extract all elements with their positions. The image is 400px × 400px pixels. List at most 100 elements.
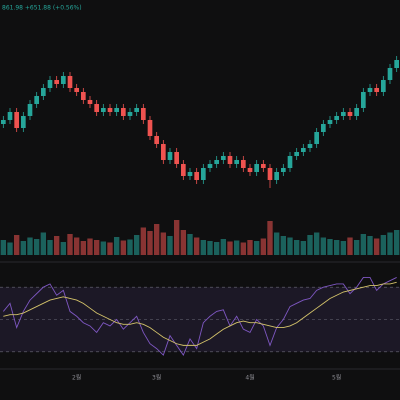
candle-body — [207, 164, 213, 168]
candle-body — [267, 168, 273, 180]
volume-bar — [367, 236, 373, 255]
volume-bar — [387, 232, 393, 255]
volume-bar — [287, 237, 293, 255]
candle-body — [27, 104, 33, 116]
volume-bar — [60, 242, 66, 255]
candle-body — [1, 120, 6, 124]
volume-bar — [314, 232, 320, 255]
volume-bar — [0, 240, 7, 255]
candle-body — [294, 152, 299, 156]
x-tick-label: 5월 — [332, 374, 341, 382]
volume-bar — [40, 232, 46, 255]
candle-body — [241, 160, 246, 168]
volume-bar — [207, 241, 213, 255]
volume-bar — [174, 220, 180, 255]
candle-body — [381, 80, 386, 92]
volume-bar — [374, 238, 380, 255]
candle-body — [354, 108, 359, 116]
candle-body — [341, 112, 346, 116]
candle-body — [274, 172, 279, 180]
volume-bar — [194, 237, 200, 255]
candle-body — [107, 108, 113, 112]
volume-bar — [140, 227, 146, 255]
volume-bar — [274, 232, 280, 255]
volume-bar — [127, 239, 133, 255]
volume-bar — [167, 236, 173, 255]
candle-body — [374, 88, 379, 92]
volume-bar — [267, 221, 273, 255]
volume-bar — [340, 241, 346, 255]
candle-body — [121, 108, 126, 116]
candle-body — [187, 172, 193, 176]
volume-bar — [300, 241, 306, 255]
volume-bar — [74, 237, 80, 255]
candle-body — [367, 88, 373, 92]
volume-bar — [394, 230, 400, 255]
candle-body — [47, 80, 53, 88]
candle-body — [81, 92, 86, 100]
volume-bar — [380, 235, 386, 255]
candle-body — [261, 164, 266, 168]
candle-body — [14, 112, 19, 128]
candle-body — [161, 144, 166, 160]
price-header: 861.98 +651.88 (+0.56%) — [2, 5, 82, 12]
volume-bar — [260, 238, 266, 255]
candle-body — [347, 112, 353, 116]
candle-body — [54, 80, 59, 84]
volume-bar — [94, 240, 100, 255]
volume-bar — [54, 236, 60, 255]
candle-body — [101, 108, 106, 112]
candle-body — [281, 168, 286, 172]
volume-bar — [334, 240, 340, 255]
volume-bar — [347, 237, 353, 255]
volume-bar — [154, 224, 160, 255]
candle-body — [141, 108, 146, 120]
candle-body — [147, 120, 153, 136]
volume-bar — [307, 235, 313, 255]
volume-bar — [67, 234, 73, 255]
candle-body — [134, 108, 139, 112]
candle-body — [287, 156, 293, 168]
candle-body — [321, 124, 326, 132]
volume-bar — [134, 235, 140, 255]
volume-bar — [47, 240, 53, 255]
rsi-ma-line — [3, 281, 397, 346]
candle-body — [87, 100, 93, 104]
x-tick-label: 2월 — [72, 374, 81, 382]
volume-bar — [240, 242, 246, 255]
volume-bar — [200, 240, 206, 255]
candle-body — [61, 76, 66, 84]
candle-body — [94, 104, 99, 112]
candle-body — [127, 112, 133, 116]
candle-body — [227, 156, 233, 164]
volume-bar — [14, 235, 20, 255]
candle-body — [394, 60, 399, 68]
candle-body — [7, 112, 13, 120]
candle-body — [34, 96, 39, 104]
candle-body — [334, 116, 339, 120]
x-tick-label: 4월 — [245, 374, 254, 382]
candle-body — [221, 156, 226, 160]
volume-bar — [100, 241, 106, 255]
x-tick-label: 3월 — [152, 374, 161, 382]
candle-body — [307, 144, 313, 148]
candle-body — [41, 88, 46, 96]
candle-body — [174, 152, 179, 164]
candle-body — [201, 168, 206, 180]
volume-bar — [107, 242, 113, 255]
candle-body — [301, 148, 306, 152]
volume-bar — [327, 239, 333, 255]
volume-bar — [114, 237, 120, 255]
candle-body — [234, 160, 239, 164]
volume-bar — [120, 240, 126, 255]
volume-bar — [147, 231, 153, 255]
volume-bar — [360, 234, 366, 255]
volume-bar — [160, 232, 166, 255]
volume-bar — [294, 240, 300, 255]
volume-bar — [87, 238, 93, 255]
volume-bar — [34, 239, 40, 255]
candle-body — [361, 92, 366, 108]
candle-body — [154, 136, 159, 144]
